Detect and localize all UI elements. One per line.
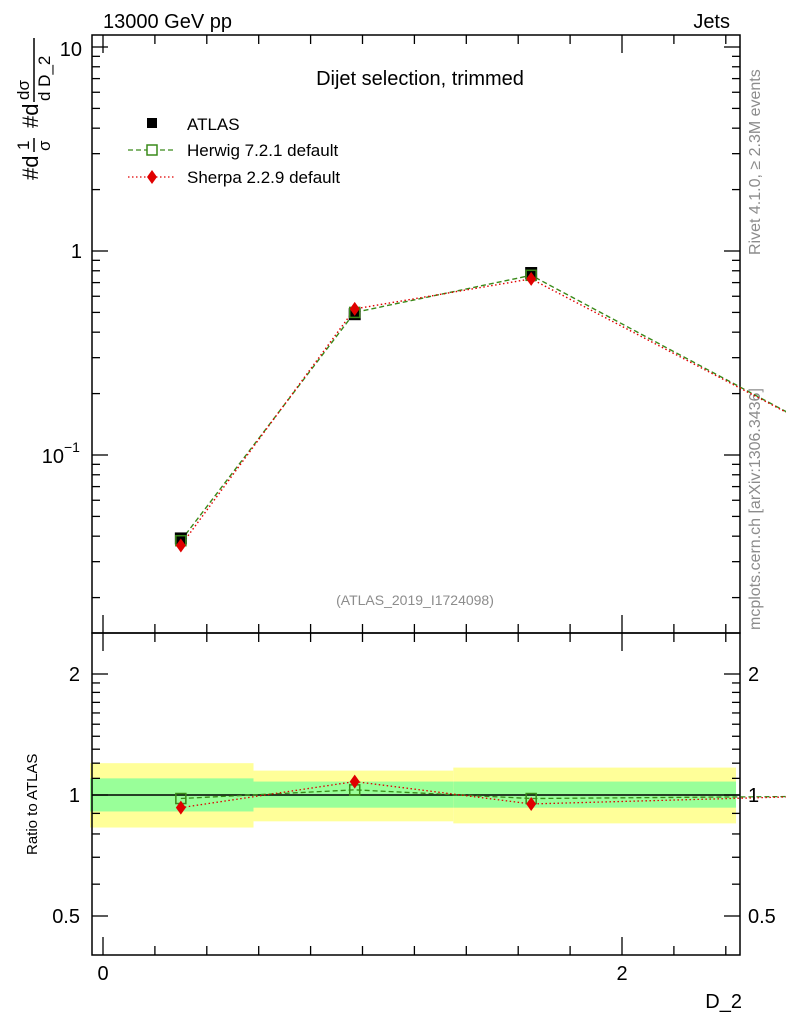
ratio-sherpa-point bbox=[526, 796, 537, 811]
rivet-version-label: Rivet 4.1.0, ≥ 2.3M events bbox=[747, 69, 764, 255]
y-axis-label: #d 1 σ #d dσ d D_2 bbox=[14, 38, 54, 180]
ratio-y-tick-label: 2 bbox=[69, 664, 80, 686]
legend-marker-sherpa bbox=[147, 170, 157, 184]
legend-marker-atlas bbox=[147, 118, 157, 128]
ratio-sherpa-point bbox=[175, 800, 186, 815]
main-data-layer bbox=[174, 267, 786, 553]
x-axis-label: D_2 bbox=[705, 991, 742, 1013]
legend-label-atlas: ATLAS bbox=[187, 115, 240, 134]
x-tick-label: 0 bbox=[97, 963, 108, 985]
ratio-y-axis-label: Ratio to ATLAS bbox=[24, 754, 41, 855]
main-y-tick-1: 1 bbox=[71, 241, 82, 263]
y-tick-label-10: 10 bbox=[60, 39, 82, 61]
analysis-watermark: (ATLAS_2019_I1724098) bbox=[336, 592, 494, 608]
svg-text:σ: σ bbox=[35, 140, 54, 151]
series-line-sherpa bbox=[180, 278, 786, 546]
legend-label-sherpa: Sherpa 2.2.9 default bbox=[187, 168, 340, 187]
ratio-y-tick-label-right: 1 bbox=[748, 785, 759, 807]
x-tick-labels: 024 bbox=[97, 963, 627, 985]
chart-title: Dijet selection, trimmed bbox=[316, 68, 524, 90]
svg-text:#d: #d bbox=[18, 104, 43, 128]
ratio-bands-layer bbox=[90, 763, 740, 828]
svg-text:1: 1 bbox=[14, 141, 33, 150]
ratio-y-tick-label-right: 2 bbox=[748, 664, 759, 686]
header-jets-label: Jets bbox=[693, 11, 730, 33]
main-y-tick-0p1: 10 −1 bbox=[42, 439, 80, 468]
ratio-axis-ticks bbox=[92, 633, 740, 955]
sherpa-data-point bbox=[526, 271, 537, 286]
main-axis-ticks bbox=[92, 35, 740, 633]
main-y-tick-10: 10 bbox=[60, 39, 82, 61]
ratio-y-tick-label-right: 0.5 bbox=[748, 906, 776, 928]
ratio-line-herwig bbox=[180, 789, 786, 800]
header-energy-label: 13000 GeV pp bbox=[103, 11, 232, 33]
mcplots-label: mcplots.cern.ch [arXiv:1306.3436] bbox=[747, 388, 764, 630]
ratio-y-tick-labels: 0.5 0.5 1 1 2 2 bbox=[52, 664, 776, 928]
y-tick-label-1: 1 bbox=[71, 241, 82, 263]
ratio-y-tick-label: 1 bbox=[69, 785, 80, 807]
legend-marker-herwig bbox=[146, 144, 158, 156]
legend-label-herwig: Herwig 7.2.1 default bbox=[187, 141, 338, 160]
x-tick-label: 2 bbox=[616, 963, 627, 985]
y-tick-label-0p1-exp: −1 bbox=[64, 439, 80, 455]
sherpa-data-point bbox=[175, 538, 186, 553]
svg-text:dσ: dσ bbox=[14, 80, 33, 100]
ratio-y-tick-label: 0.5 bbox=[52, 906, 80, 928]
y-tick-label-0p1-base: 10 bbox=[42, 446, 64, 468]
ratio-data-layer bbox=[175, 774, 786, 815]
svg-text:#d: #d bbox=[18, 156, 43, 180]
ratio-panel-frame bbox=[91, 632, 741, 956]
legend: ATLAS Herwig 7.2.1 default Sherpa 2.2.9 … bbox=[128, 115, 340, 187]
series-line-herwig bbox=[180, 274, 786, 542]
ratio-sherpa-point bbox=[349, 774, 360, 789]
sherpa-data-point bbox=[349, 301, 360, 316]
svg-text:d D_2: d D_2 bbox=[35, 56, 54, 101]
ratio-line-sherpa bbox=[180, 780, 786, 809]
